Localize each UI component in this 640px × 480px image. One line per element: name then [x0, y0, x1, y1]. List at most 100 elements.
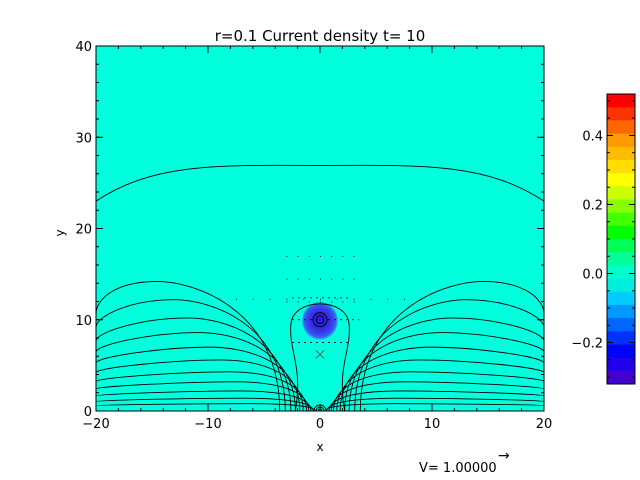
colorbar-swatch	[607, 120, 635, 135]
separatrix-line	[290, 303, 350, 412]
velocity-dot	[297, 278, 299, 280]
contour-line	[324, 403, 545, 412]
velocity-dot	[320, 301, 321, 303]
contour-line	[95, 371, 308, 412]
contour-line	[95, 332, 296, 412]
contour-line	[330, 381, 545, 412]
velocity-dot	[353, 298, 355, 300]
y-tick-label: 20	[75, 223, 92, 238]
colorbar-swatch	[607, 173, 635, 187]
y-tick-label: 30	[75, 131, 92, 146]
vector-legend-label: V= 1.00000	[419, 461, 497, 476]
y-tick-label: 0	[84, 405, 92, 420]
colorbar-swatch	[607, 265, 635, 280]
velocity-dot	[308, 278, 310, 280]
chart-title: r=0.1 Current density t= 10	[215, 27, 426, 45]
velocity-dot	[308, 301, 310, 303]
current-blob	[302, 301, 338, 340]
velocity-dot	[342, 278, 344, 280]
velocity-dot	[286, 298, 288, 300]
colorbar-swatch	[607, 239, 635, 253]
contour-line	[95, 381, 310, 412]
velocity-dot	[336, 298, 338, 300]
velocity-dot	[286, 301, 288, 303]
velocity-dot	[252, 298, 254, 300]
contour-line	[95, 346, 301, 412]
blob-contour-ring	[312, 312, 328, 328]
colorbar-swatch	[607, 199, 635, 214]
colorbar-swatch	[607, 357, 635, 372]
velocity-dot	[404, 298, 405, 300]
colorbar-swatch	[607, 159, 635, 174]
contour-line	[354, 299, 545, 412]
contour-line	[95, 403, 316, 412]
contour-line	[344, 332, 545, 412]
colorbar: 0.4 0.2 0.0 −0.2	[571, 93, 636, 385]
contour-line	[95, 359, 304, 412]
velocity-dot	[342, 301, 344, 303]
velocity-dot	[269, 298, 271, 300]
velocity-dot	[331, 278, 333, 280]
x-axis-label: x	[316, 440, 323, 454]
y-axis-label: y	[53, 229, 67, 236]
velocity-dot	[219, 298, 221, 300]
colorbar-swatch	[607, 278, 635, 293]
velocity-dot	[420, 298, 422, 300]
x-tick-label: 0	[316, 417, 324, 432]
velocity-dot	[320, 278, 321, 280]
velocity-dot	[286, 255, 288, 257]
velocity-dot	[303, 298, 305, 300]
colorbar-swatch	[607, 252, 635, 266]
y-tick-label: 40	[75, 40, 92, 55]
contour-line	[328, 390, 545, 412]
x-tick-label: −10	[194, 417, 221, 432]
velocity-dot	[308, 255, 310, 257]
colorbar-tick-label: 0.2	[582, 198, 603, 213]
x-tick-label: −20	[82, 417, 109, 432]
colorbar-swatch	[607, 318, 635, 332]
contour-line	[339, 346, 545, 412]
colorbar-swatch	[607, 225, 635, 240]
contour-line	[95, 164, 545, 202]
velocity-dots	[219, 255, 422, 303]
velocity-dot	[286, 278, 288, 280]
field-background	[96, 46, 544, 411]
colorbar-tick-label: 0.0	[582, 268, 603, 283]
x-tick-label: 20	[536, 417, 553, 432]
colorbar-swatch	[607, 304, 635, 319]
colorbar-swatch	[607, 212, 635, 227]
contour-line	[326, 397, 545, 412]
velocity-dot	[297, 255, 299, 257]
plot-area: −20 −10 0 10 20 0 10 20 30 40	[75, 40, 552, 432]
contour-line	[336, 359, 545, 412]
colorbar-swatch	[607, 186, 635, 200]
colorbar-swatch	[607, 291, 635, 306]
velocity-dot	[353, 301, 355, 303]
contour-line	[95, 390, 312, 412]
colorbar-swatch	[607, 107, 635, 121]
velocity-dot	[353, 255, 355, 257]
axis-ticks	[95, 45, 545, 412]
velocity-dot	[387, 298, 389, 300]
x-point-marker	[315, 350, 325, 359]
velocity-dot	[331, 301, 333, 303]
x-point-stroke	[315, 350, 325, 359]
y-tick-label: 10	[75, 314, 92, 329]
x-tick-label: 10	[424, 417, 441, 432]
velocity-dot	[236, 298, 237, 300]
vector-legend-arrow: →	[498, 448, 510, 464]
colorbar-tick-label: 0.4	[582, 129, 603, 144]
colorbar-swatch	[607, 133, 635, 148]
velocity-dot	[331, 255, 333, 257]
contour-line	[332, 371, 545, 412]
colorbar-swatch	[607, 370, 635, 385]
velocity-dot	[320, 255, 321, 257]
colorbar-swatch	[607, 94, 635, 108]
velocity-dot	[370, 298, 372, 300]
contour-line	[95, 397, 314, 412]
contour-lines	[95, 164, 545, 412]
velocity-dot	[353, 278, 355, 280]
contour-line	[95, 299, 286, 412]
colorbar-swatch	[607, 331, 635, 345]
